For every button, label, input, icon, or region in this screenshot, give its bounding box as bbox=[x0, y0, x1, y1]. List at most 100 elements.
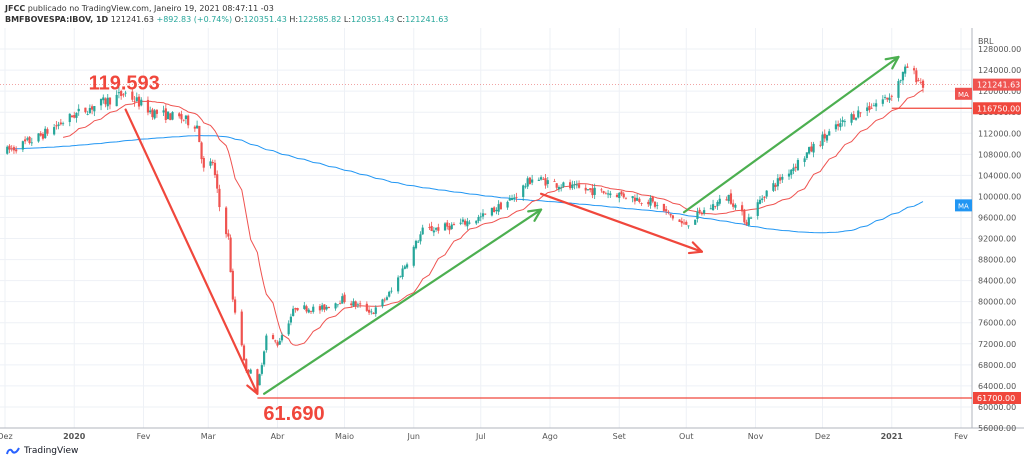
tradingview-logo-icon bbox=[6, 447, 20, 455]
candle-body bbox=[490, 207, 494, 216]
candle-body bbox=[828, 131, 831, 136]
y-tick-label: 124000.00 bbox=[978, 66, 1021, 75]
candle bbox=[854, 117, 858, 121]
candle bbox=[233, 296, 237, 315]
candle bbox=[662, 203, 666, 213]
arrow-shaft bbox=[682, 55, 900, 214]
candle-body bbox=[881, 99, 884, 104]
candle-body bbox=[274, 340, 277, 342]
candle-body bbox=[428, 227, 431, 228]
candle-body bbox=[694, 219, 697, 225]
candle bbox=[526, 176, 529, 190]
candle-body bbox=[202, 157, 205, 168]
candle bbox=[881, 95, 884, 107]
candle bbox=[178, 112, 181, 119]
candle-body bbox=[640, 203, 643, 204]
candle-body bbox=[403, 266, 406, 269]
candle bbox=[44, 126, 47, 139]
candle bbox=[513, 194, 516, 202]
candle-body bbox=[294, 308, 297, 310]
candle-body bbox=[772, 183, 775, 191]
candle-body bbox=[323, 304, 326, 310]
candle bbox=[638, 197, 641, 204]
candle bbox=[883, 94, 887, 100]
candle-body bbox=[26, 138, 29, 140]
candle-body bbox=[162, 110, 165, 113]
candle-body bbox=[743, 210, 746, 223]
candle bbox=[209, 158, 212, 169]
candle bbox=[149, 106, 152, 115]
candle bbox=[414, 239, 418, 250]
x-tick-label: Jul bbox=[475, 432, 486, 441]
candle-body bbox=[131, 91, 134, 100]
candle-body bbox=[149, 110, 152, 113]
candle bbox=[122, 92, 125, 98]
candle bbox=[41, 132, 45, 141]
candle-body bbox=[6, 146, 9, 154]
candle-body bbox=[265, 335, 268, 351]
candle bbox=[104, 97, 107, 108]
candle bbox=[828, 128, 831, 136]
candle-body bbox=[296, 307, 299, 311]
candle-body bbox=[837, 123, 840, 127]
candle-body bbox=[714, 206, 717, 207]
ma-fast-badge-text: MA bbox=[958, 91, 969, 99]
high-value: 122585.82 bbox=[298, 15, 342, 24]
candle-body bbox=[589, 188, 592, 190]
candle bbox=[327, 306, 330, 309]
candle-body bbox=[761, 198, 764, 200]
candle bbox=[466, 217, 469, 230]
candle bbox=[412, 245, 415, 268]
candle bbox=[350, 300, 353, 308]
candle bbox=[682, 219, 686, 225]
candle-body bbox=[155, 109, 158, 114]
candle-body bbox=[68, 113, 71, 123]
candle-body bbox=[271, 335, 275, 340]
candle-body bbox=[44, 128, 47, 139]
candle bbox=[593, 183, 596, 200]
candle bbox=[774, 182, 777, 192]
y-tick-label: 96000.00 bbox=[978, 213, 1016, 222]
candle-body bbox=[633, 197, 636, 202]
candle-body bbox=[618, 192, 621, 199]
candle bbox=[790, 169, 793, 179]
candle-body bbox=[573, 184, 576, 186]
candle-body bbox=[135, 97, 138, 101]
candle bbox=[343, 292, 346, 304]
candle bbox=[839, 118, 842, 131]
candle-body bbox=[184, 115, 188, 120]
candle-body bbox=[59, 122, 62, 125]
tradingview-footer[interactable]: TradingView bbox=[6, 446, 78, 456]
candle-body bbox=[430, 225, 433, 231]
candle bbox=[872, 102, 875, 107]
candle bbox=[397, 275, 400, 294]
candle-body bbox=[557, 187, 561, 190]
candle-body bbox=[495, 209, 498, 212]
candle-body bbox=[405, 264, 409, 268]
candle-body bbox=[146, 99, 150, 113]
candle bbox=[84, 107, 87, 114]
candle-body bbox=[309, 310, 313, 312]
candle bbox=[544, 173, 547, 189]
candle bbox=[537, 177, 540, 182]
candle-body bbox=[171, 112, 174, 120]
candle-body bbox=[432, 230, 435, 233]
high-label: H: bbox=[289, 15, 299, 24]
candle bbox=[510, 194, 514, 201]
low-annotation: 61.690 bbox=[263, 403, 324, 425]
candle bbox=[352, 298, 355, 307]
candle bbox=[667, 210, 670, 215]
candle-body bbox=[656, 205, 659, 206]
candle bbox=[30, 137, 33, 147]
candle-body bbox=[839, 123, 842, 128]
candle-body bbox=[292, 308, 295, 316]
candle bbox=[211, 159, 214, 166]
candle-body bbox=[727, 194, 730, 202]
candle-body bbox=[883, 97, 887, 98]
candle bbox=[573, 180, 576, 190]
candle bbox=[287, 320, 290, 336]
candle bbox=[312, 304, 315, 314]
y-tick-label: 60000.00 bbox=[978, 403, 1016, 412]
candle bbox=[419, 231, 422, 245]
